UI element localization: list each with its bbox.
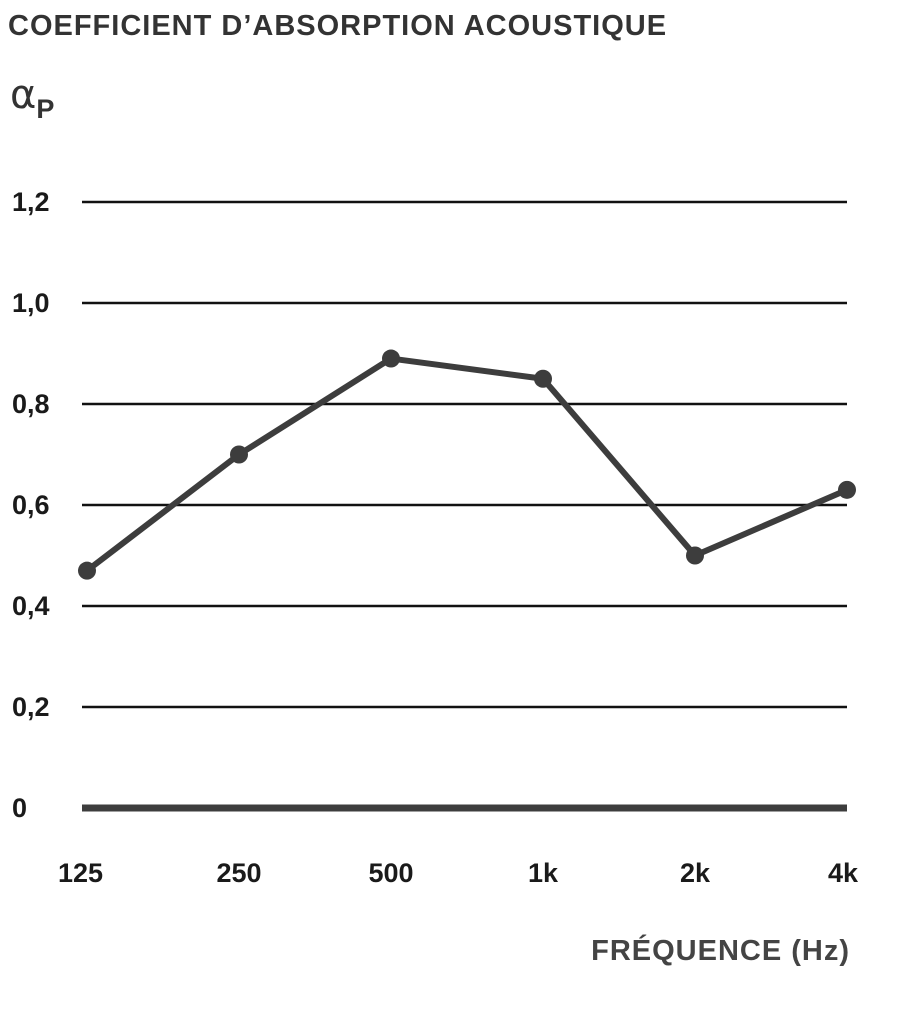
data-point-250 bbox=[230, 445, 248, 464]
y-tick-labels: 0 0,2 0,4 0,6 0,8 1,0 1,2 bbox=[12, 187, 50, 823]
y-tick-label: 0,4 bbox=[12, 591, 50, 621]
y-axis-label-subscript: P bbox=[36, 94, 54, 124]
data-point-2k bbox=[686, 546, 704, 565]
x-axis-label: FRÉQUENCE (Hz) bbox=[591, 933, 850, 967]
series-layer bbox=[78, 349, 856, 580]
x-tick-label: 500 bbox=[368, 858, 413, 888]
x-tick-label: 250 bbox=[216, 858, 261, 888]
y-tick-label: 1,2 bbox=[12, 187, 50, 217]
chart-title: COEFFICIENT D’ABSORPTION ACOUSTIQUE bbox=[8, 10, 667, 42]
y-tick-label: 0,8 bbox=[12, 389, 50, 419]
y-axis-label-symbol: α bbox=[10, 72, 36, 118]
data-point-4k bbox=[838, 480, 856, 499]
y-tick-label: 0,6 bbox=[12, 490, 50, 520]
x-tick-label: 125 bbox=[58, 858, 103, 888]
data-point-1k bbox=[534, 369, 552, 388]
series-line bbox=[84, 355, 850, 574]
y-axis-label: αP bbox=[10, 72, 54, 124]
y-tick-label: 1,0 bbox=[12, 288, 50, 318]
x-tick-label: 4k bbox=[828, 858, 859, 888]
data-point-500 bbox=[382, 349, 400, 368]
grid-lines bbox=[82, 200, 847, 812]
x-tick-label: 1k bbox=[528, 858, 559, 888]
data-point-125 bbox=[78, 561, 96, 580]
y-tick-label: 0,2 bbox=[12, 692, 50, 722]
x-tick-labels: 125 250 500 1k 2k 4k bbox=[58, 858, 859, 888]
y-tick-label: 0 bbox=[12, 793, 27, 823]
x-tick-label: 2k bbox=[680, 858, 711, 888]
